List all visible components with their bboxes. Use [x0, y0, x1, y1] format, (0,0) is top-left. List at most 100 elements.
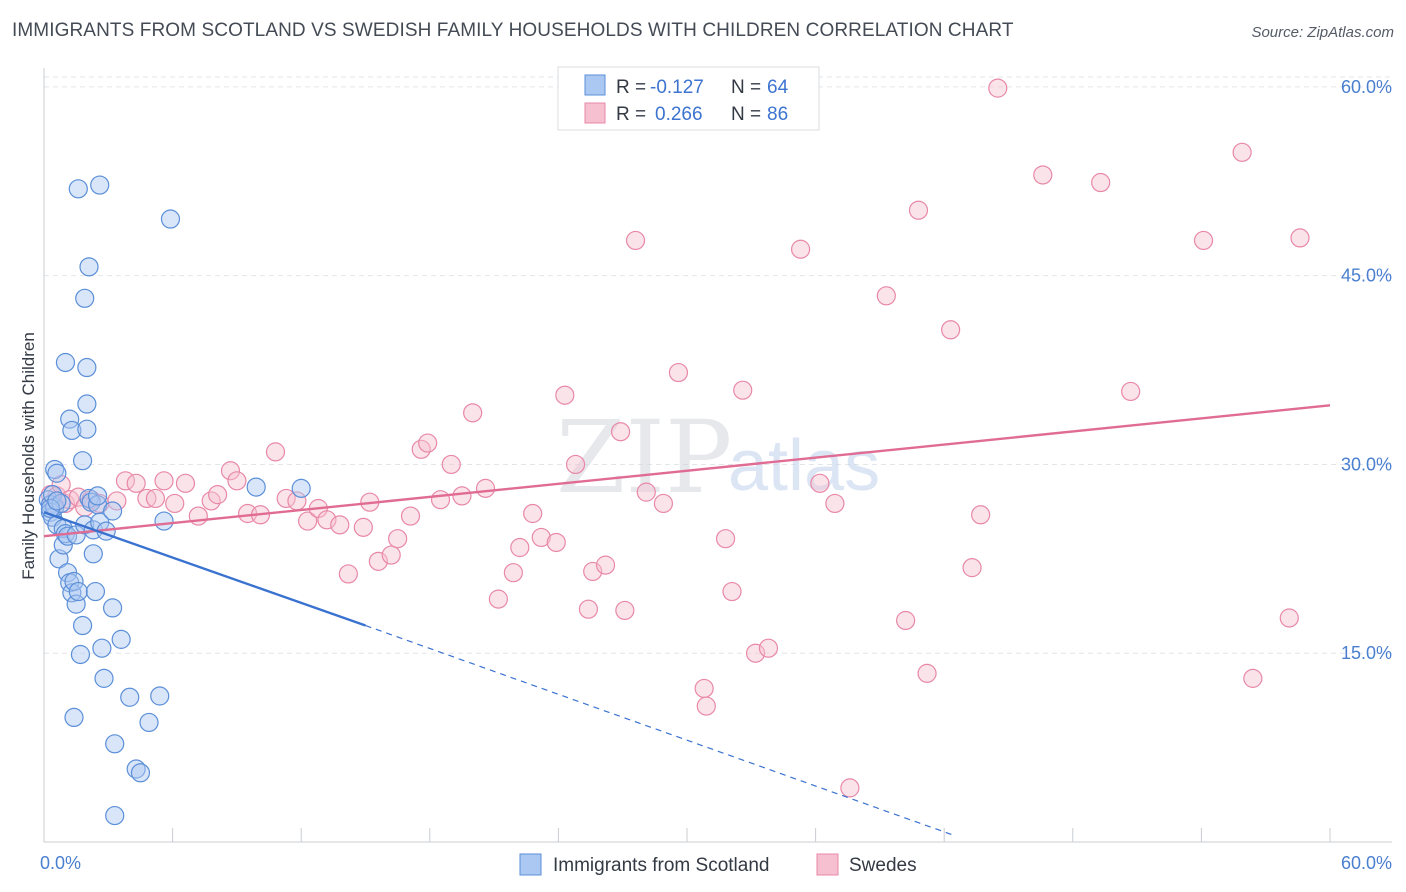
point-swedes-18	[188, 506, 208, 526]
point-swedes-76	[908, 200, 929, 220]
point-swedes-63	[694, 678, 714, 699]
trend-lines	[43, 404, 1331, 837]
point-swedes-53	[565, 454, 586, 475]
point-scotland-43	[90, 175, 110, 195]
x-tick-label-max: 60.0%	[1341, 853, 1392, 873]
point-swedes-51	[546, 532, 566, 553]
point-swedes-16	[165, 493, 185, 514]
point-scotland-40	[85, 581, 106, 602]
point-swedes-44	[463, 403, 483, 423]
point-swedes-62	[668, 362, 689, 383]
point-swedes-38	[400, 506, 421, 526]
chart-title: IMMIGRANTS FROM SCOTLAND VS SWEDISH FAMI…	[12, 20, 1014, 41]
point-scotland-28	[70, 644, 91, 665]
point-scotland-62	[246, 477, 266, 497]
gridlines	[44, 76, 1392, 654]
point-scotland-31	[75, 288, 95, 308]
watermark-zip: ZIP	[556, 399, 732, 516]
point-swedes-58	[615, 600, 635, 621]
point-scotland-52	[111, 629, 131, 649]
point-swedes-45	[475, 478, 496, 498]
point-scotland-50	[105, 734, 125, 754]
point-swedes-67	[733, 380, 753, 400]
point-swedes-17	[175, 473, 196, 493]
point-swedes-10	[107, 491, 127, 511]
point-swedes-47	[503, 563, 523, 583]
point-swedes-52	[555, 385, 575, 405]
point-swedes-25	[265, 442, 286, 462]
legend-r-value-scotland: -0.127	[650, 77, 704, 98]
point-swedes-70	[790, 239, 811, 259]
point-scotland-36	[79, 257, 99, 277]
point-scotland-46	[94, 668, 114, 688]
legend-r-label-scotland: R =	[616, 77, 646, 98]
legend-swatch-scotland	[584, 74, 606, 96]
point-scotland-23	[64, 571, 84, 592]
point-swedes-50	[531, 527, 551, 548]
point-swedes-87	[1290, 228, 1310, 248]
point-swedes-57	[610, 422, 631, 442]
point-swedes-30	[317, 510, 337, 530]
y-axis-title: Family Households with Children	[19, 332, 38, 580]
point-scotland-57	[150, 686, 170, 706]
point-scotland-56	[139, 712, 159, 733]
point-swedes-69	[758, 638, 779, 658]
y-tick-label-2: 45.0%	[1341, 266, 1392, 286]
point-swedes-84	[1232, 142, 1252, 162]
point-scotland-55	[130, 763, 151, 783]
point-swedes-12	[126, 473, 146, 493]
point-swedes-21	[220, 461, 241, 481]
legend-n-value-swedes: 86	[767, 104, 788, 125]
point-scotland-51	[105, 805, 125, 826]
point-swedes-61	[653, 493, 674, 514]
point-scotland-33	[77, 357, 97, 378]
y-tick-label-1: 30.0%	[1341, 454, 1392, 474]
point-scotland-22	[66, 594, 86, 614]
point-swedes-83	[1193, 230, 1214, 251]
point-scotland-27	[72, 451, 93, 471]
point-swedes-75	[896, 610, 916, 631]
point-scotland-18	[62, 420, 82, 441]
point-scotland-49	[102, 598, 123, 618]
point-swedes-78	[941, 320, 961, 340]
point-swedes-72	[825, 493, 845, 514]
point-swedes-43	[452, 486, 472, 506]
point-scotland-45	[92, 638, 112, 658]
legend-r-label-swedes: R =	[616, 104, 646, 125]
point-swedes-74	[876, 286, 896, 306]
trend-line-scotland	[43, 511, 366, 627]
series-scotland-points	[38, 175, 311, 826]
legend-swatch-swedes	[584, 102, 606, 124]
point-swedes-32	[338, 564, 358, 584]
point-swedes-77	[917, 663, 937, 683]
point-scotland-14	[55, 352, 76, 373]
point-swedes-14	[145, 488, 166, 509]
point-swedes-31	[330, 515, 350, 535]
series-legend: Immigrants from Scotland Swedes	[519, 853, 917, 876]
tick-labels: 15.0% 30.0% 45.0% 60.0% 0.0% 60.0%	[40, 77, 1392, 873]
y-tick-label-3: 60.0%	[1341, 77, 1392, 97]
point-scotland-42	[87, 486, 108, 506]
axes	[43, 68, 1392, 843]
y-tick-label-0: 15.0%	[1341, 643, 1392, 663]
point-scotland-53	[120, 687, 140, 707]
point-scotland-58	[154, 511, 174, 531]
chart-source: Source: ZipAtlas.com	[1251, 24, 1394, 41]
bottom-legend-swatch-swedes	[816, 853, 839, 876]
point-swedes-80	[1033, 165, 1053, 185]
watermark: ZIP atlas	[556, 399, 880, 516]
point-swedes-56	[595, 555, 616, 575]
point-swedes-49	[523, 503, 543, 524]
bottom-legend-label-swedes: Swedes	[849, 855, 917, 876]
bottom-legend-swatch-scotland	[519, 853, 542, 876]
point-swedes-82	[1121, 381, 1141, 402]
point-swedes-41	[430, 490, 451, 510]
point-swedes-37	[388, 529, 408, 549]
point-swedes-89	[988, 78, 1008, 98]
trend-line-swedes	[43, 404, 1331, 538]
point-scotland-7	[47, 463, 67, 483]
stats-legend: R = -0.127 N = 64 R = 0.266 N = 86	[557, 66, 820, 131]
point-scotland-38	[83, 544, 103, 564]
point-swedes-33	[353, 517, 373, 537]
